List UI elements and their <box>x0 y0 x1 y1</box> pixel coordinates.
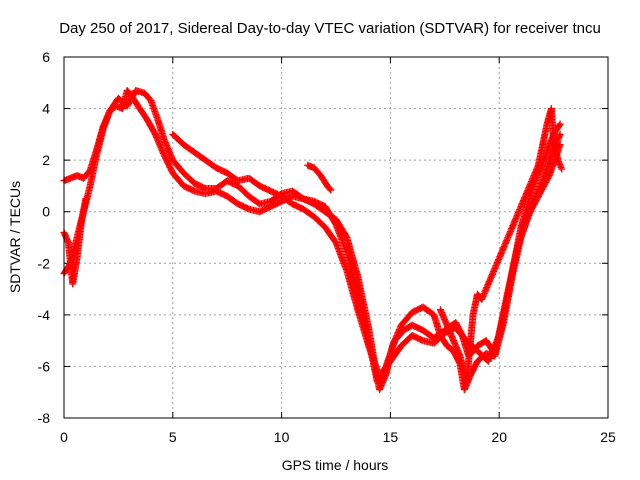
grid <box>64 57 608 418</box>
data-point <box>326 185 334 193</box>
x-tick-label: 25 <box>600 429 616 445</box>
data-point <box>82 195 90 203</box>
x-tick-label: 15 <box>383 429 399 445</box>
y-axis-label: SDTVAR / TECUs <box>7 181 23 293</box>
y-tick-label: -6 <box>38 358 51 374</box>
x-axis-label: GPS time / hours <box>282 457 389 473</box>
data-point <box>327 186 335 194</box>
x-tick-label: 5 <box>169 429 177 445</box>
x-tick-label: 10 <box>274 429 290 445</box>
data-point <box>556 130 564 138</box>
plot-frame <box>63 56 609 419</box>
data-point <box>555 121 563 129</box>
data-point <box>558 165 566 173</box>
y-tick-label: 6 <box>42 49 50 65</box>
x-tick-label: 0 <box>60 429 68 445</box>
y-tick-label: -2 <box>38 255 51 271</box>
y-tick-label: -8 <box>38 410 51 426</box>
data-point <box>556 141 564 149</box>
chart-title: Day 250 of 2017, Sidereal Day-to-day VTE… <box>59 20 601 37</box>
ticks: 0 5 10 15 20 25 -8 -6 -4 -2 0 2 4 6 <box>38 49 616 445</box>
data-points <box>60 87 566 394</box>
x-tick-label: 20 <box>491 429 507 445</box>
y-tick-label: 2 <box>42 152 50 168</box>
y-tick-label: 4 <box>42 101 50 117</box>
data-point <box>556 120 564 128</box>
y-tick-label: -4 <box>38 307 51 323</box>
y-tick-label: 0 <box>42 204 50 220</box>
